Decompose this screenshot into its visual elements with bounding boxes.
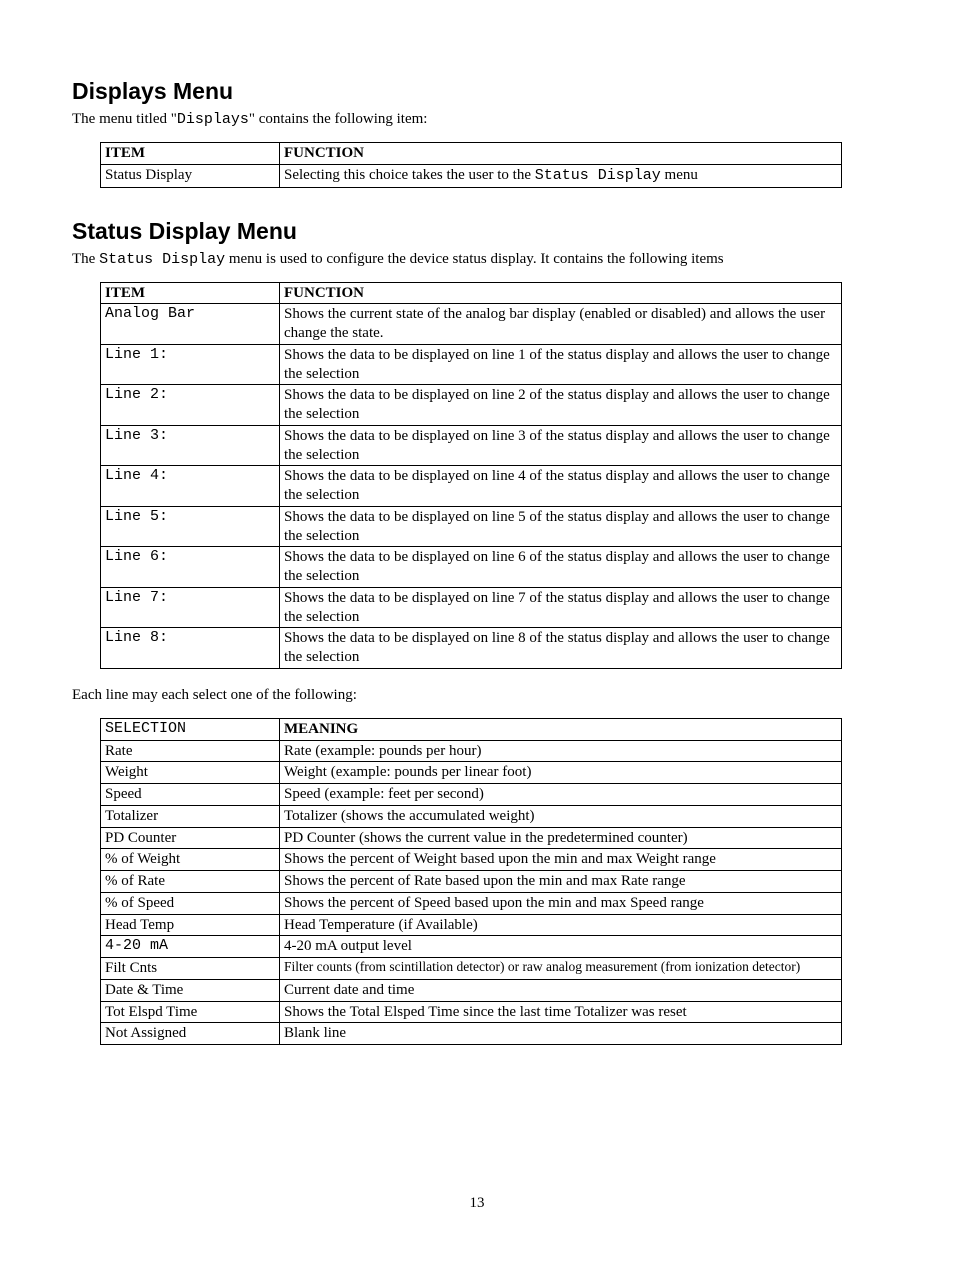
cell-meaning: Totalizer (shows the accumulated weight) — [280, 805, 842, 827]
table-row: Line 7:Shows the data to be displayed on… — [101, 587, 842, 628]
table-row: % of WeightShows the percent of Weight b… — [101, 849, 842, 871]
cell-function: Shows the data to be displayed on line 6… — [280, 547, 842, 588]
cell-selection: Filt Cnts — [101, 958, 280, 980]
table-row: Line 3:Shows the data to be displayed on… — [101, 425, 842, 466]
cell-item: Line 6: — [101, 547, 280, 588]
cell-selection: Weight — [101, 762, 280, 784]
table-row: Line 6:Shows the data to be displayed on… — [101, 547, 842, 588]
table-row: % of RateShows the percent of Rate based… — [101, 871, 842, 893]
cell-selection: Rate — [101, 740, 280, 762]
selection-table: SELECTION MEANING RateRate (example: pou… — [100, 718, 842, 1045]
table-row: Status Display Selecting this choice tak… — [101, 164, 842, 187]
cell-selection: Tot Elspd Time — [101, 1001, 280, 1023]
lead-post: menu is used to configure the device sta… — [225, 251, 724, 267]
cell-selection: % of Rate — [101, 871, 280, 893]
cell-meaning: Shows the percent of Weight based upon t… — [280, 849, 842, 871]
table-row: Line 1:Shows the data to be displayed on… — [101, 344, 842, 385]
cell-selection: Totalizer — [101, 805, 280, 827]
cell-selection: % of Weight — [101, 849, 280, 871]
table-row: PD CounterPD Counter (shows the current … — [101, 827, 842, 849]
cell-function: Shows the data to be displayed on line 8… — [280, 628, 842, 669]
cell-function: Shows the data to be displayed on line 7… — [280, 587, 842, 628]
lead-pre: The — [72, 251, 99, 267]
cell-item: Line 8: — [101, 628, 280, 669]
cell-meaning: 4-20 mA output level — [280, 936, 842, 958]
cell-selection: PD Counter — [101, 827, 280, 849]
func-pre: Selecting this choice takes the user to … — [284, 167, 535, 183]
cell-item: Line 5: — [101, 506, 280, 547]
lead-post: " contains the following item: — [249, 111, 428, 127]
cell-selection: Speed — [101, 784, 280, 806]
cell-function: Shows the data to be displayed on line 2… — [280, 385, 842, 426]
cell-selection: % of Speed — [101, 892, 280, 914]
cell-meaning: PD Counter (shows the current value in t… — [280, 827, 842, 849]
lead-mono: Status Display — [99, 251, 225, 268]
displays-menu-lead: The menu titled "Displays" contains the … — [72, 111, 882, 128]
cell-item: Status Display — [101, 164, 280, 187]
cell-meaning: Blank line — [280, 1023, 842, 1045]
table-row: Line 8:Shows the data to be displayed on… — [101, 628, 842, 669]
cell-item: Line 7: — [101, 587, 280, 628]
table-row: Filt CntsFilter counts (from scintillati… — [101, 958, 842, 980]
line-select-note: Each line may each select one of the fol… — [72, 687, 882, 704]
lead-mono: Displays — [177, 111, 249, 128]
cell-selection: 4-20 mA — [101, 936, 280, 958]
cell-function: Shows the current state of the analog ba… — [280, 304, 842, 345]
table-row: Not AssignedBlank line — [101, 1023, 842, 1045]
col-item: ITEM — [101, 143, 280, 165]
table-row: WeightWeight (example: pounds per linear… — [101, 762, 842, 784]
table-header-row: SELECTION MEANING — [101, 718, 842, 740]
table-row: % of SpeedShows the percent of Speed bas… — [101, 892, 842, 914]
lead-pre: The menu titled " — [72, 111, 177, 127]
cell-meaning: Speed (example: feet per second) — [280, 784, 842, 806]
func-post: menu — [661, 167, 698, 183]
table-row: Analog BarShows the current state of the… — [101, 304, 842, 345]
cell-meaning: Shows the percent of Speed based upon th… — [280, 892, 842, 914]
col-meaning: MEANING — [280, 718, 842, 740]
displays-menu-table: ITEM FUNCTION Status Display Selecting t… — [100, 142, 842, 188]
status-display-lead: The Status Display menu is used to confi… — [72, 251, 882, 268]
col-function: FUNCTION — [280, 143, 842, 165]
table-row: RateRate (example: pounds per hour) — [101, 740, 842, 762]
cell-item: Line 4: — [101, 466, 280, 507]
table-header-row: ITEM FUNCTION — [101, 143, 842, 165]
table-row: Line 5:Shows the data to be displayed on… — [101, 506, 842, 547]
table-row: Date & TimeCurrent date and time — [101, 979, 842, 1001]
cell-meaning: Filter counts (from scintillation detect… — [280, 958, 842, 980]
cell-function: Shows the data to be displayed on line 4… — [280, 466, 842, 507]
func-mono: Status Display — [535, 167, 661, 184]
cell-item: Analog Bar — [101, 304, 280, 345]
cell-selection: Head Temp — [101, 914, 280, 936]
table-row: Head TempHead Temperature (if Available) — [101, 914, 842, 936]
cell-selection: Date & Time — [101, 979, 280, 1001]
table-row: SpeedSpeed (example: feet per second) — [101, 784, 842, 806]
cell-meaning: Rate (example: pounds per hour) — [280, 740, 842, 762]
cell-meaning: Head Temperature (if Available) — [280, 914, 842, 936]
col-function: FUNCTION — [280, 282, 842, 304]
cell-function: Shows the data to be displayed on line 1… — [280, 344, 842, 385]
cell-item: Line 3: — [101, 425, 280, 466]
status-display-menu-heading: Status Display Menu — [72, 218, 882, 245]
col-item: ITEM — [101, 282, 280, 304]
page-number: 13 — [72, 1195, 882, 1212]
cell-meaning: Shows the percent of Rate based upon the… — [280, 871, 842, 893]
cell-function: Selecting this choice takes the user to … — [280, 164, 842, 187]
col-selection: SELECTION — [101, 718, 280, 740]
cell-item: Line 2: — [101, 385, 280, 426]
cell-function: Shows the data to be displayed on line 5… — [280, 506, 842, 547]
cell-item: Line 1: — [101, 344, 280, 385]
cell-meaning: Shows the Total Elsped Time since the la… — [280, 1001, 842, 1023]
table-row: 4-20 mA4-20 mA output level — [101, 936, 842, 958]
table-row: Line 4:Shows the data to be displayed on… — [101, 466, 842, 507]
table-row: TotalizerTotalizer (shows the accumulate… — [101, 805, 842, 827]
status-display-table: ITEM FUNCTION Analog BarShows the curren… — [100, 282, 842, 669]
cell-function: Shows the data to be displayed on line 3… — [280, 425, 842, 466]
cell-meaning: Current date and time — [280, 979, 842, 1001]
displays-menu-heading: Displays Menu — [72, 78, 882, 105]
cell-meaning: Weight (example: pounds per linear foot) — [280, 762, 842, 784]
table-row: Tot Elspd TimeShows the Total Elsped Tim… — [101, 1001, 842, 1023]
table-row: Line 2:Shows the data to be displayed on… — [101, 385, 842, 426]
table-header-row: ITEM FUNCTION — [101, 282, 842, 304]
cell-selection: Not Assigned — [101, 1023, 280, 1045]
